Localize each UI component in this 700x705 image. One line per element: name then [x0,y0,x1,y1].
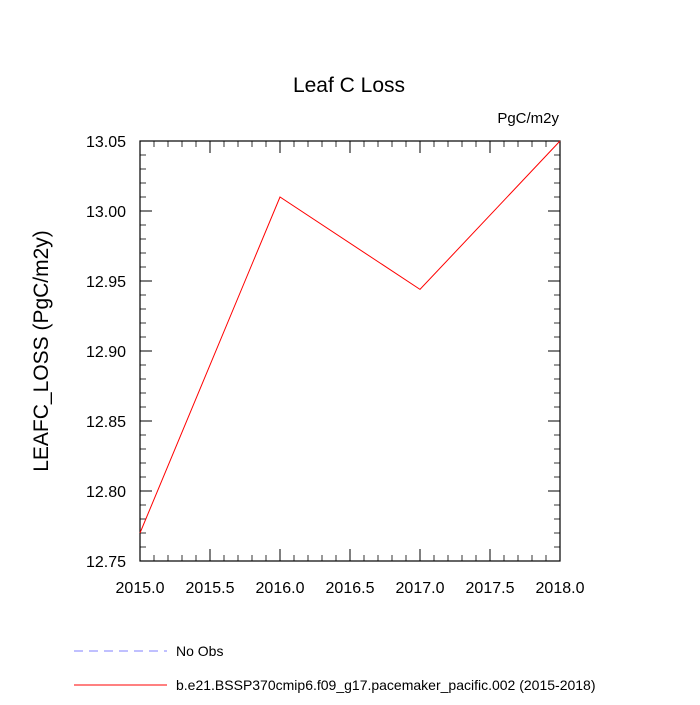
y-tick-label: 13.05 [86,134,126,151]
units-label: PgC/m2y [497,110,559,127]
plot-frame [139,140,561,562]
x-tick-label: 2018.0 [536,580,585,597]
y-tick-label: 12.90 [86,344,126,361]
y-tick-label: 12.80 [86,484,126,501]
legend-label-0: No Obs [176,643,223,659]
plot-area: 2015.0 2015.5 2016.0 2016.5 2017.0 2017.5 2018… [86,134,585,597]
legend-label-1: b.e21.BSSP370cmip6.f09_g17.pacemaker_pac… [176,677,596,693]
y-tick-label: 12.75 [86,554,126,571]
y-tick-label: 13.00 [86,204,126,221]
y-axis-title: LEAFC_LOSS (PgC/m2y) [30,230,53,472]
chart-title: Leaf C Loss [293,74,405,97]
x-tick-label: 2017.0 [396,580,445,597]
x-tick-label: 2015.5 [186,580,235,597]
y-tick-label: 12.85 [86,414,126,431]
x-tick-label: 2016.5 [326,580,375,597]
x-tick-label: 2017.5 [466,580,515,597]
x-tick-label: 2015.0 [116,580,165,597]
series-line-0 [139,140,561,534]
x-tick-label: 2016.0 [256,580,305,597]
y-tick-label: 12.95 [86,274,126,291]
legend: No Obs b.e21.BSSP370cmip6.f09_g17.pacemak… [74,643,596,693]
